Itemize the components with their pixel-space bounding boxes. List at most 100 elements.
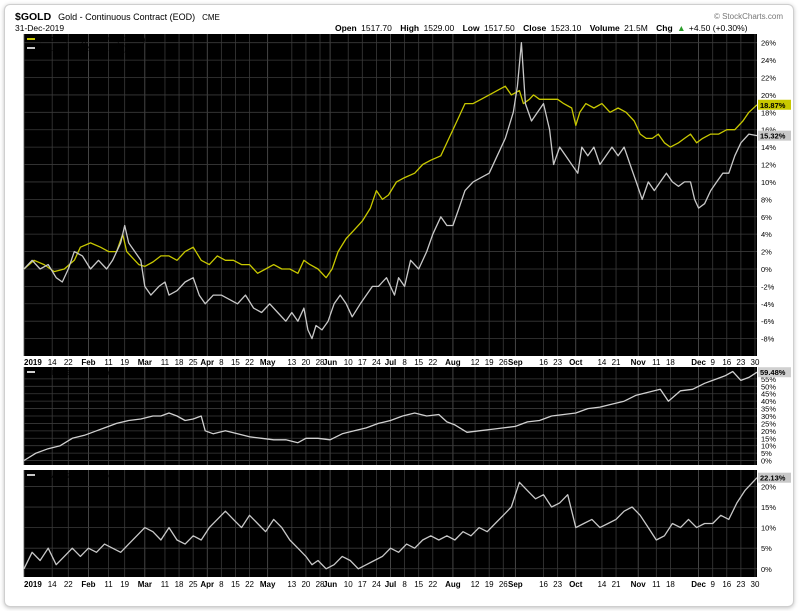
legend-label-pall: $PALL 59.48% (31 Dec) (38, 368, 119, 377)
x-tick-label: 25 (189, 358, 198, 367)
svg-text:$GOLD Gold - Continuou: $GOLD Gold - Continuous Contract (EOD) C… (15, 11, 220, 23)
volume-value: 21.5M (624, 23, 648, 33)
x-tick-label: 13 (287, 358, 296, 367)
last-value-badge-plat (758, 472, 791, 483)
x-tick-label: 30 (751, 358, 760, 367)
panel-main: -8% -6% -4% -2% 0% 2% 4% 6% 8% 10% 12% 14% 16% 18% 20%… (23, 34, 791, 367)
x-tick-label: 9 (710, 580, 715, 589)
x-tick-label: 10 (344, 358, 353, 367)
x-tick-label: 8 (219, 358, 224, 367)
x-tick-label: 23 (736, 580, 745, 589)
x-tick-label: 22 (64, 358, 73, 367)
x-tick-label: 16 (722, 358, 731, 367)
x-tick-label: 24 (372, 358, 381, 367)
panel-pall: 0%5%10%15%20%25%30%35%40%45%50%55% $PALL … (23, 367, 791, 466)
date-label: 31-Dec-2019 (15, 23, 64, 33)
x-tick-label: Dec (691, 580, 706, 589)
x-tick-label: 12 (471, 358, 480, 367)
x-tick-label: 11 (104, 358, 113, 367)
x-tick-label: 30 (751, 580, 760, 589)
x-tick-label: Oct (569, 358, 583, 367)
x-tick-label: 24 (372, 580, 381, 589)
x-tick-label: 10 (344, 580, 353, 589)
y-tick-label: 18% (761, 108, 776, 117)
close-label: Close (523, 23, 546, 33)
x-tick-label: 22 (245, 580, 254, 589)
open-value: 1517.70 (361, 23, 392, 33)
y-tick-label: -6% (761, 317, 775, 326)
y-tick-label: -4% (761, 300, 775, 309)
chg-arrow-icon: ▲ (677, 23, 685, 33)
y-tick-label: 24% (761, 56, 776, 65)
x-tick-label: 18 (175, 358, 184, 367)
x-tick-label: 26 (499, 358, 508, 367)
x-tick-label: 8 (219, 580, 224, 589)
y-tick-label: 25% (761, 419, 776, 428)
x-tick-label: 2019 (24, 358, 42, 367)
last-value-label-gold: 18.87% (760, 101, 786, 110)
x-tick-label: Jul (385, 358, 397, 367)
y-tick-label: 20% (761, 482, 776, 491)
symbol-description: Gold - Continuous Contract (EOD) (58, 12, 195, 22)
x-tick-label: 17 (358, 580, 367, 589)
x-tick-label: Jul (385, 580, 397, 589)
last-value-badge-silver (758, 130, 791, 141)
series-line-pall (23, 370, 758, 462)
x-tick-label: 21 (612, 358, 621, 367)
x-tick-label: 11 (161, 358, 170, 367)
x-tick-label: Mar (138, 580, 152, 589)
x-tick-label: 23 (736, 358, 745, 367)
y-tick-label: 20% (761, 427, 776, 436)
y-tick-label: 5% (761, 449, 772, 458)
x-tick-label: Dec (691, 358, 706, 367)
last-value-badge-pall (758, 367, 791, 378)
open-label: Open (335, 23, 357, 33)
y-tick-label: 6% (761, 213, 772, 222)
x-tick-label: Feb (81, 580, 95, 589)
x-tick-label: 19 (120, 580, 129, 589)
y-tick-label: 2% (761, 248, 772, 257)
x-tick-label: Jun (323, 580, 337, 589)
y-tick-label: 15% (761, 434, 776, 443)
x-tick-label: Sep (508, 580, 523, 589)
x-tick-label: Oct (569, 580, 583, 589)
low-value: 1517.50 (484, 23, 515, 33)
high-value: 1529.00 (423, 23, 454, 33)
x-tick-label: Feb (81, 358, 95, 367)
x-tick-label: 11 (104, 580, 113, 589)
panel-plat: 0% 5% 10% 15% 20% $PLAT 22.13% (31 Dec) 22.13%… (23, 470, 791, 589)
x-tick-label: 28 (316, 358, 325, 367)
x-tick-label: 20 (301, 358, 310, 367)
y-tick-label: 22% (761, 74, 776, 83)
x-tick-label: Aug (445, 358, 461, 367)
x-tick-label: May (260, 580, 276, 589)
x-tick-label: 12 (471, 580, 480, 589)
x-tick-label: 9 (710, 358, 715, 367)
y-tick-label: 5% (761, 544, 772, 553)
x-tick-label: 15 (414, 358, 423, 367)
y-tick-label: -8% (761, 335, 775, 344)
x-tick-label: 8 (402, 580, 407, 589)
last-value-label-silver: 15.32% (760, 132, 786, 141)
x-tick-label: 11 (161, 580, 170, 589)
exchange-label: CME (202, 13, 220, 22)
y-tick-label: 16% (761, 126, 776, 135)
x-tick-label: 14 (48, 580, 57, 589)
y-tick-label: 10% (761, 442, 776, 451)
y-tick-label: 14% (761, 143, 776, 152)
last-value-label-pall: 59.48% (760, 368, 786, 377)
x-tick-label: 14 (48, 358, 57, 367)
x-tick-label: Mar (138, 358, 152, 367)
volume-label: Volume (590, 23, 620, 33)
x-tick-label: Nov (631, 358, 647, 367)
x-tick-label: 22 (64, 580, 73, 589)
x-tick-label: 23 (553, 580, 562, 589)
stockcharts-svg: $GOLD Gold - Continuous Contract (EOD) C… (15, 11, 791, 589)
x-tick-label: 14 (597, 358, 606, 367)
y-tick-label: 40% (761, 397, 776, 406)
y-tick-label: 15% (761, 503, 776, 512)
x-tick-label: 19 (485, 580, 494, 589)
chart-frame: $GOLD Gold - Continuous Contract (EOD) C… (4, 4, 794, 607)
x-tick-label: 18 (666, 358, 675, 367)
y-tick-label: 50% (761, 382, 776, 391)
